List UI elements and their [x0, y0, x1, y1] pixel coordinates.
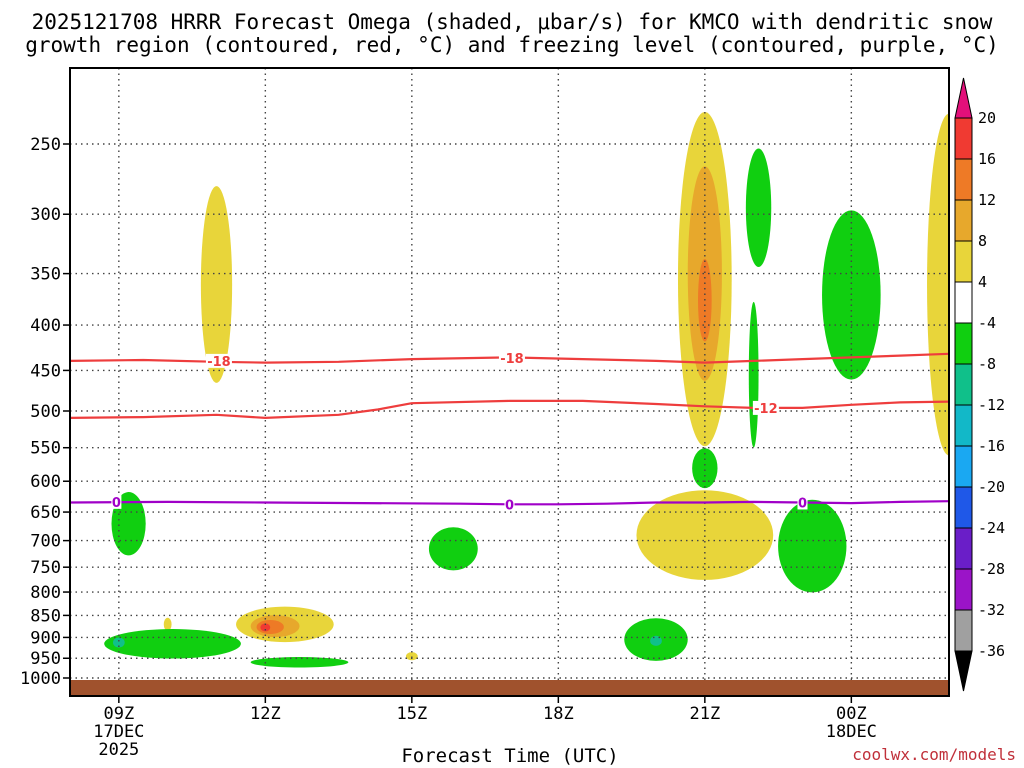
contour-label-freezing-0: 0: [505, 498, 514, 513]
y-tick-label-800: 800: [30, 583, 61, 603]
colorbar-swatch-4: [954, 240, 973, 283]
colorbar-label: 20: [978, 109, 996, 127]
colorbar-label: -12: [978, 396, 1005, 414]
shade-rising-edge-01z: [927, 113, 949, 456]
y-tick-label-500: 500: [30, 402, 61, 422]
shade-rising-0875-12z-core: [260, 623, 271, 632]
y-tick-label-850: 850: [30, 606, 61, 626]
contour-label-dgz-18: -18: [207, 355, 231, 370]
colorbar-label: -36: [978, 642, 1005, 660]
contour-label-dgz-18: -18: [500, 352, 524, 367]
colorbar-label: -8: [978, 355, 996, 373]
colorbar-swatch-7: [954, 363, 973, 406]
y-tick-label-750: 750: [30, 558, 61, 578]
colorbar-label: -28: [978, 560, 1005, 578]
colorbar-swatch-10: [954, 486, 973, 529]
colorbar-label: 8: [978, 232, 987, 250]
colorbar-label: -16: [978, 437, 1005, 455]
chart-title-line1: 2025121708 HRRR Forecast Omega (shaded, …: [32, 10, 993, 34]
shade-sinking-0450-22z: [748, 301, 759, 448]
y-tick-label-600: 600: [30, 472, 61, 492]
x-axis-label: Forecast Time (UTC): [401, 745, 618, 767]
x-tick-label-15Z: 15Z: [396, 704, 427, 724]
contour-labels: -18 -18 -12 0 0 0: [111, 351, 808, 513]
colorbar-swatch-1: [954, 117, 973, 160]
contour-label-bg-3: [111, 494, 122, 509]
y-tick-label-250: 250: [30, 135, 61, 155]
colorbar-label: -32: [978, 601, 1005, 619]
grid: [70, 68, 949, 680]
colorbar-label: 16: [978, 150, 996, 168]
contour-dgz-12: [70, 399, 949, 419]
x-tick-label-21Z: 21Z: [689, 704, 720, 724]
x-tick-label-00Z: 00Z: [836, 704, 867, 724]
colorbar-swatch-9: [954, 445, 973, 488]
chart-title-line2: growth region (contoured, red, °C) and f…: [25, 33, 999, 57]
contour-label-bg-2: [752, 400, 779, 415]
y-tick-label-400: 400: [30, 316, 61, 336]
shade-sinking-0700-16z: [428, 527, 478, 571]
x-tick-date-17DEC: 17DEC: [93, 722, 144, 742]
x-tick-label-18Z: 18Z: [543, 704, 574, 724]
colorbar: 20 16 12 8 4 -4 -8 -12 -16 -20 -24 -28 -32 -36: [954, 77, 1005, 692]
shade-rising-0850-z11: [200, 186, 233, 383]
shade-rising-speck-10z: [163, 617, 172, 631]
terrain-ground-bar: [70, 680, 949, 695]
omega-shading: [104, 111, 949, 668]
contour-label-bg-1: [498, 351, 525, 366]
contour-label-bg-5: [797, 495, 808, 510]
contour-label-bg-0: [205, 353, 232, 368]
shade-sinking-0910-09z: [104, 629, 241, 659]
colorbar-label: -24: [978, 519, 1005, 537]
y-tick-label-650: 650: [30, 503, 61, 523]
shade-sinking-0910-09z-core: [112, 637, 125, 648]
y-tick-label-550: 550: [30, 439, 61, 459]
shade-sinking-0700-00z: [778, 499, 847, 593]
y-tick-label-300: 300: [30, 205, 61, 225]
x-tick-label-09Z: 09Z: [103, 704, 134, 724]
colorbar-swatch-3: [954, 199, 973, 242]
contour-lines: [70, 352, 949, 506]
colorbar-bottom-arrow: [954, 650, 973, 692]
colorbar-swatch-8: [954, 404, 973, 447]
contour-freezing-0: [70, 500, 949, 506]
plot-frame: [69, 67, 950, 697]
contour-label-freezing-0: 0: [798, 496, 807, 511]
y-tick-label-350: 350: [30, 265, 61, 285]
shade-sinking-0960-13z: [250, 657, 349, 668]
shade-sinking-0300-22z: [745, 148, 772, 267]
colorbar-swatch-6: [954, 322, 973, 365]
colorbar-label: -20: [978, 478, 1005, 496]
y-tick-label-450: 450: [30, 361, 61, 381]
colorbar-swatch-13: [954, 609, 973, 652]
colorbar-swatch-5: [954, 281, 973, 324]
colorbar-label: -4: [978, 314, 996, 332]
colorbar-swatch-12: [954, 568, 973, 611]
shade-sinking-0910-20z-core: [650, 635, 662, 646]
colorbar-top-arrow: [954, 77, 973, 119]
shade-sinking-0370-00z: [822, 210, 881, 380]
colorbar-label: 4: [978, 273, 987, 291]
x-tick-label-12Z: 12Z: [250, 704, 281, 724]
colorbar-label: 12: [978, 191, 996, 209]
y-tick-label-900: 900: [30, 628, 61, 648]
y-tick-label-700: 700: [30, 532, 61, 552]
contour-label-freezing-0: 0: [112, 496, 121, 511]
y-tick-label-950: 950: [30, 649, 61, 669]
colorbar-swatch-2: [954, 158, 973, 201]
contour-label-bg-4: [504, 497, 515, 512]
y-axis-ticks: 2503003504004505005506006507007508008509…: [20, 135, 70, 689]
credit-text: coolwx.com/models: [852, 745, 1016, 764]
shade-rising-speck-15z: [405, 652, 418, 661]
y-tick-label-1000: 1000: [20, 669, 61, 689]
contour-label-dgz-12: -12: [754, 402, 778, 417]
shade-sinking-0580-21z: [692, 448, 718, 489]
colorbar-swatch-11: [954, 527, 973, 570]
x-tick-date-18DEC: 18DEC: [826, 722, 877, 742]
x-tick-year-2025: 2025: [98, 740, 139, 760]
